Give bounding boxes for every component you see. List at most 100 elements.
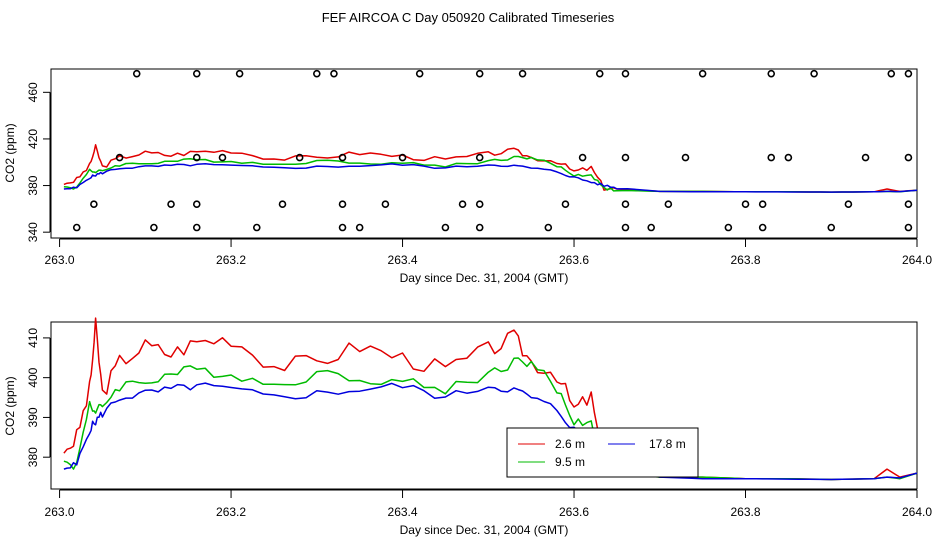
flag-marker [518,69,527,78]
flag-marker [475,223,484,232]
flag-marker [192,223,201,232]
flag-marker [621,153,630,162]
flag-marker [621,223,630,232]
top-panel: 263.0 263.2 263.4 263.6 263.8 264.0 340 380 420… [3,68,932,285]
flag-marker [904,223,913,232]
top-x-axis-label: Day since Dec. 31, 2004 (GMT) [400,271,569,285]
top-series-2-6-m [63,144,918,193]
top-series-group [63,144,918,193]
bottom-x-axis-label: Day since Dec. 31, 2004 (GMT) [400,523,569,537]
flag-marker [861,153,870,162]
flag-marker [810,69,818,78]
legend-box [506,427,699,478]
flag-marker [295,153,304,162]
flag-marker [72,223,81,232]
flag-marker [252,223,261,232]
flag-marker [904,153,913,162]
bottom-x-tick-label: 263.6 [559,505,589,519]
flag-marker [621,200,630,208]
flag-marker [844,200,853,208]
flag-marker [338,223,347,232]
flag-marker [475,153,484,162]
flag-marker [398,153,407,162]
top-y-tick-label: 460 [26,82,40,102]
flag-marker [235,69,244,78]
bottom-y-axis-label: CO2 (ppm) [3,376,17,435]
top-series-17-8-m [63,163,918,193]
flag-marker [475,69,484,78]
flag-marker [338,153,347,162]
flag-marker [218,153,227,162]
bottom-series-group [63,317,918,481]
bottom-x-tick-label: 263.0 [45,505,75,519]
bottom-y-tick-label: 410 [26,328,40,348]
top-x-tick-label: 264.0 [902,253,932,267]
flag-marker [621,69,630,78]
flag-marker [167,200,175,208]
flag-marker [561,200,570,208]
bottom-y-tick-label: 390 [26,407,40,427]
flag-marker [741,200,750,208]
flag-marker [578,153,587,162]
bottom-plot-frame [50,321,918,490]
flag-marker [904,200,913,208]
top-y-tick-label: 340 [26,222,40,242]
top-x-axis: 263.0 263.2 263.4 263.6 263.8 264.0 [45,238,932,267]
flag-marker [441,223,450,232]
bottom-x-axis: 263.0 263.2 263.4 263.6 263.8 264.0 [45,489,932,519]
flag-marker [784,153,793,162]
flag-marker [338,200,347,208]
top-y-tick-label: 420 [26,129,40,149]
top-x-tick-label: 263.0 [45,253,75,267]
flag-marker [278,200,287,208]
bottom-x-tick-label: 263.4 [388,505,418,519]
top-x-tick-label: 263.6 [559,253,589,267]
top-y-axis-label: CO2 (ppm) [3,123,17,182]
bottom-panel: 263.0 263.2 263.4 263.6 263.8 264.0 380 390 400… [3,317,932,537]
bottom-y-tick-label: 380 [26,447,40,467]
top-y-axis: 340 380 420 460 [26,82,51,242]
flag-marker [355,223,364,232]
legend-label-2-6m: 2.6 m [555,437,585,451]
flag-marker [415,69,424,78]
top-x-tick-label: 263.8 [730,253,760,267]
flag-marker [150,223,158,232]
flag-marker [904,69,913,78]
flag-marker [115,153,124,162]
bottom-x-tick-label: 264.0 [902,505,932,519]
flag-marker [192,153,201,162]
flag-marker [664,200,673,208]
top-y-tick-label: 380 [26,175,40,195]
bottom-x-tick-label: 263.8 [730,505,760,519]
top-plot-frame [50,68,918,239]
flag-marker [475,200,484,208]
flag-marker [758,223,767,232]
flag-marker [681,153,690,162]
bottom-x-tick-label: 263.2 [216,505,246,519]
flag-marker [192,200,201,208]
legend-label-9-5m: 9.5 m [555,455,585,469]
page-title: FEF AIRCOA C Day 050920 Calibrated Times… [322,10,615,25]
bottom-series-17-8-m [63,382,918,481]
flag-marker [767,153,776,162]
bottom-y-axis: 380 390 400 410 [26,328,51,467]
bottom-series-9-5-m [63,357,918,481]
flag-marker [698,69,707,78]
flag-marker [381,200,390,208]
flag-marker [544,223,553,232]
flag-marker [827,223,836,232]
top-series-9-5-m [63,155,918,193]
top-flag-markers [72,69,913,232]
legend: 2.6 m 9.5 m 17.8 m [506,427,699,478]
legend-label-17-8m: 17.8 m [649,437,686,451]
flag-marker [595,69,604,78]
flag-marker [90,200,98,208]
flag-marker [724,223,733,232]
flag-marker [330,69,338,78]
top-x-tick-label: 263.4 [388,253,418,267]
bottom-y-tick-label: 400 [26,367,40,387]
top-x-tick-label: 263.2 [216,253,246,267]
flag-marker [458,200,467,208]
flag-marker [758,200,767,208]
